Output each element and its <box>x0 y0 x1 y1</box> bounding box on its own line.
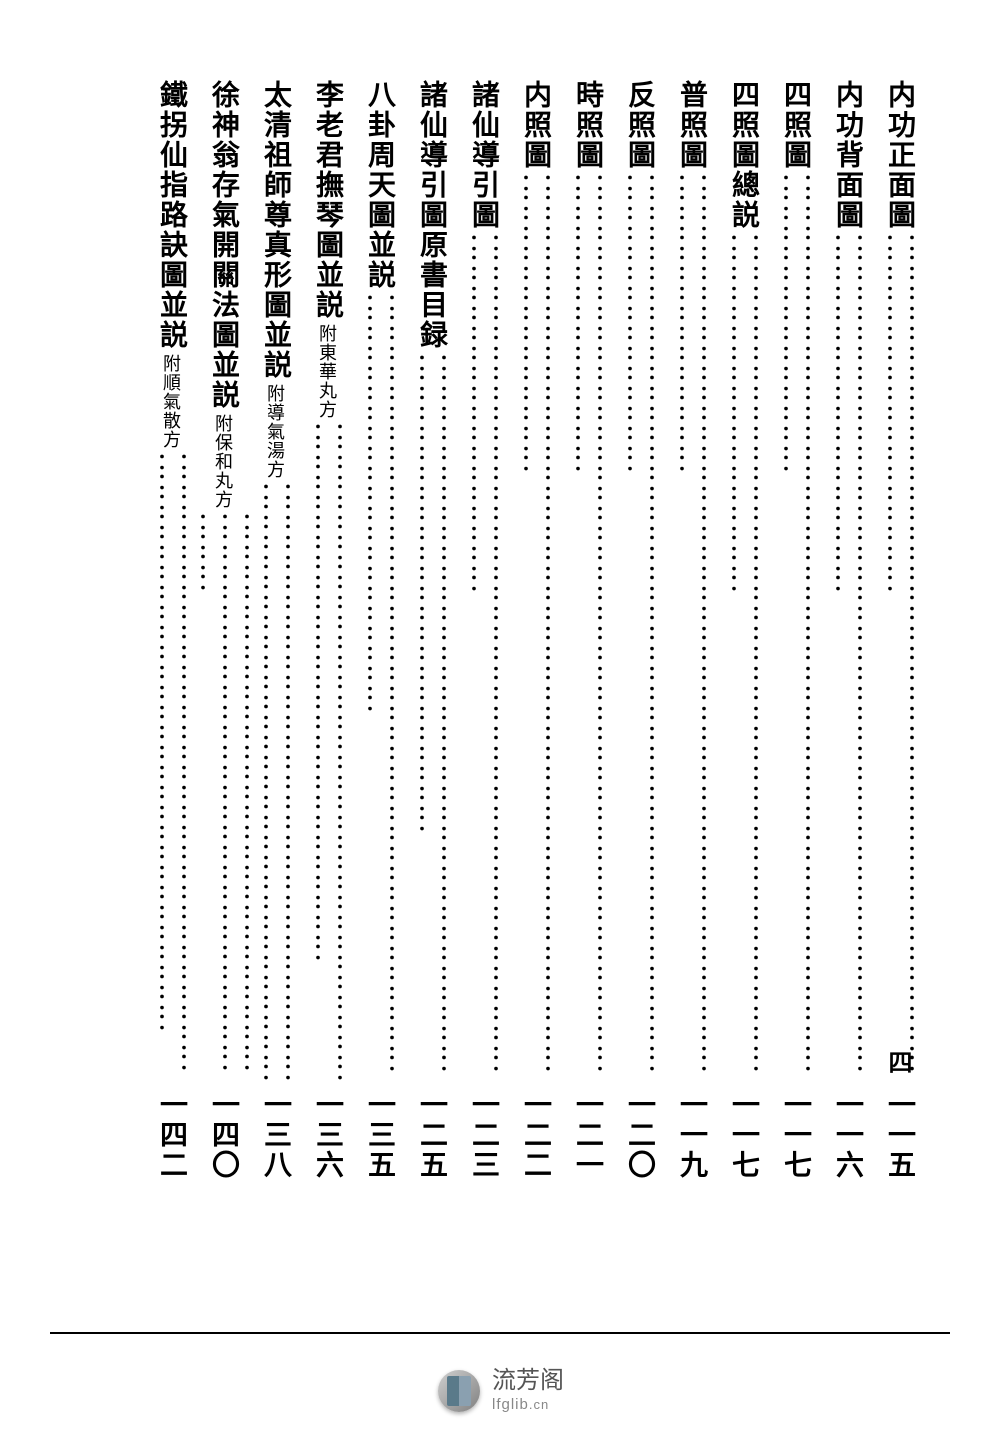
toc-dots: ︰︰︰︰︰︰︰︰︰︰︰︰︰︰︰︰︰︰︰︰︰︰︰︰︰︰︰︰︰︰︰︰︰︰︰︰︰︰︰︰… <box>721 232 765 1088</box>
toc-entry: 内功背面圖︰︰︰︰︰︰︰︰︰︰︰︰︰︰︰︰︰︰︰︰︰︰︰︰︰︰︰︰︰︰︰︰︰︰︰… <box>825 80 869 1180</box>
toc-pagenum: 一一六 <box>833 1090 861 1180</box>
toc-pagenum: 一一九 <box>677 1090 705 1180</box>
toc-pagenum: 一三八 <box>261 1090 289 1180</box>
toc-title: 反照圖 <box>625 80 653 170</box>
toc-dots: ︰︰︰︰︰︰︰︰︰︰︰︰︰︰︰︰︰︰︰︰︰︰︰︰︰︰︰︰︰︰︰︰︰︰︰︰︰︰︰︰… <box>253 481 297 1088</box>
toc-dots: ︰︰︰︰︰︰︰︰︰︰︰︰︰︰︰︰︰︰︰︰︰︰︰︰︰︰︰︰︰︰︰︰︰︰︰︰︰︰︰︰… <box>149 451 193 1088</box>
toc-title: 四照圖總説 <box>729 80 757 230</box>
toc-dots: ︰︰︰︰︰︰︰︰︰︰︰︰︰︰︰︰︰︰︰︰︰︰︰︰︰︰︰︰︰︰︰︰︰︰︰︰︰︰︰︰… <box>305 421 349 1088</box>
site-url-main: lfglib <box>492 1396 529 1413</box>
site-url: lfglib.cn <box>492 1396 564 1414</box>
toc-title: 諸仙導引圖 <box>469 80 497 230</box>
site-url-ext: .cn <box>529 1397 549 1412</box>
toc-title: 普照圖 <box>677 80 705 170</box>
footer-logo: 流芳阁 lfglib.cn <box>438 1367 564 1414</box>
toc-pagenum: 一三六 <box>313 1090 341 1180</box>
toc-dots: ︰︰︰︰︰︰︰︰︰︰︰︰︰︰︰︰︰︰︰︰︰︰︰︰︰︰︰︰︰︰︰︰︰︰︰︰︰︰︰︰… <box>773 172 817 1088</box>
toc-pagenum: 一一七 <box>781 1090 809 1180</box>
toc-entry: 四照圖總説︰︰︰︰︰︰︰︰︰︰︰︰︰︰︰︰︰︰︰︰︰︰︰︰︰︰︰︰︰︰︰︰︰︰︰… <box>721 80 765 1180</box>
toc-dots: ︰︰︰︰︰︰︰︰︰︰︰︰︰︰︰︰︰︰︰︰︰︰︰︰︰︰︰︰︰︰︰︰︰︰︰︰︰︰︰︰… <box>565 172 609 1088</box>
logo-icon <box>438 1370 480 1412</box>
toc-container: 内功正面圖︰︰︰︰︰︰︰︰︰︰︰︰︰︰︰︰︰︰︰︰︰︰︰︰︰︰︰︰︰︰︰︰︰︰︰… <box>145 80 925 1180</box>
toc-entry: 李老君撫琴圖並説附東華丸方 ︰︰︰︰︰︰︰︰︰︰︰︰︰︰︰︰︰︰︰︰︰︰︰︰︰︰︰… <box>305 80 349 1180</box>
toc-appendix: 附保和丸方 <box>214 414 232 509</box>
toc-dots: ︰︰︰︰︰︰︰︰︰︰︰︰︰︰︰︰︰︰︰︰︰︰︰︰︰︰︰︰︰︰︰︰︰︰︰︰︰︰︰︰… <box>461 232 505 1088</box>
toc-dots: ︰︰︰︰︰︰︰︰︰︰︰︰︰︰︰︰︰︰︰︰︰︰︰︰︰︰︰︰︰︰︰︰︰︰︰︰︰︰︰︰… <box>190 511 256 1088</box>
toc-dots: ︰︰︰︰︰︰︰︰︰︰︰︰︰︰︰︰︰︰︰︰︰︰︰︰︰︰︰︰︰︰︰︰︰︰︰︰︰︰︰︰… <box>669 172 713 1088</box>
logo-book-icon <box>447 1376 471 1406</box>
toc-title: 鐵拐仙指路訣圖並説 <box>157 80 185 350</box>
bottom-border <box>50 1332 950 1334</box>
toc-pagenum: 一二二 <box>521 1090 549 1180</box>
toc-title: 内照圖 <box>521 80 549 170</box>
toc-appendix: 附東華丸方 <box>318 324 336 419</box>
toc-entry: 普照圖︰︰︰︰︰︰︰︰︰︰︰︰︰︰︰︰︰︰︰︰︰︰︰︰︰︰︰︰︰︰︰︰︰︰︰︰︰… <box>669 80 713 1180</box>
toc-pagenum: 一二〇 <box>625 1090 653 1180</box>
toc-title: 諸仙導引圖原書目録 <box>417 80 445 350</box>
toc-dots: ︰︰︰︰︰︰︰︰︰︰︰︰︰︰︰︰︰︰︰︰︰︰︰︰︰︰︰︰︰︰︰︰︰︰︰︰︰︰︰︰… <box>409 352 453 1088</box>
toc-entry: 内功正面圖︰︰︰︰︰︰︰︰︰︰︰︰︰︰︰︰︰︰︰︰︰︰︰︰︰︰︰︰︰︰︰︰︰︰︰… <box>877 80 921 1180</box>
toc-entry: 八卦周天圖並説︰︰︰︰︰︰︰︰︰︰︰︰︰︰︰︰︰︰︰︰︰︰︰︰︰︰︰︰︰︰︰︰︰… <box>357 80 401 1180</box>
toc-title: 内功正面圖 <box>885 80 913 230</box>
toc-pagenum: 一二三 <box>469 1090 497 1180</box>
logo-text: 流芳阁 lfglib.cn <box>492 1367 564 1414</box>
toc-dots: ︰︰︰︰︰︰︰︰︰︰︰︰︰︰︰︰︰︰︰︰︰︰︰︰︰︰︰︰︰︰︰︰︰︰︰︰︰︰︰︰… <box>825 232 869 1088</box>
toc-entry: 鐵拐仙指路訣圖並説附順氣散方 ︰︰︰︰︰︰︰︰︰︰︰︰︰︰︰︰︰︰︰︰︰︰︰︰︰︰… <box>149 80 193 1180</box>
toc-title: 徐神翁存氣開關法圖並説 <box>209 80 237 410</box>
toc-dots: ︰︰︰︰︰︰︰︰︰︰︰︰︰︰︰︰︰︰︰︰︰︰︰︰︰︰︰︰︰︰︰︰︰︰︰︰︰︰︰︰… <box>617 172 661 1088</box>
toc-entry: 内照圖︰︰︰︰︰︰︰︰︰︰︰︰︰︰︰︰︰︰︰︰︰︰︰︰︰︰︰︰︰︰︰︰︰︰︰︰︰… <box>513 80 557 1180</box>
site-name-cn: 流芳阁 <box>492 1367 564 1396</box>
toc-title: 李老君撫琴圖並説 <box>313 80 341 320</box>
toc-entry: 反照圖︰︰︰︰︰︰︰︰︰︰︰︰︰︰︰︰︰︰︰︰︰︰︰︰︰︰︰︰︰︰︰︰︰︰︰︰︰… <box>617 80 661 1180</box>
toc-entry: 時照圖︰︰︰︰︰︰︰︰︰︰︰︰︰︰︰︰︰︰︰︰︰︰︰︰︰︰︰︰︰︰︰︰︰︰︰︰︰… <box>565 80 609 1180</box>
toc-entry: 諸仙導引圖︰︰︰︰︰︰︰︰︰︰︰︰︰︰︰︰︰︰︰︰︰︰︰︰︰︰︰︰︰︰︰︰︰︰︰… <box>461 80 505 1180</box>
toc-dots: ︰︰︰︰︰︰︰︰︰︰︰︰︰︰︰︰︰︰︰︰︰︰︰︰︰︰︰︰︰︰︰︰︰︰︰︰︰︰︰︰… <box>877 232 921 1088</box>
toc-title: 内功背面圖 <box>833 80 861 230</box>
toc-pagenum: 一二一 <box>573 1090 601 1180</box>
toc-entry: 四照圖︰︰︰︰︰︰︰︰︰︰︰︰︰︰︰︰︰︰︰︰︰︰︰︰︰︰︰︰︰︰︰︰︰︰︰︰︰… <box>773 80 817 1180</box>
page-content: 内功正面圖︰︰︰︰︰︰︰︰︰︰︰︰︰︰︰︰︰︰︰︰︰︰︰︰︰︰︰︰︰︰︰︰︰︰︰… <box>75 80 925 1260</box>
toc-pagenum: 一三五 <box>365 1090 393 1180</box>
toc-entry: 徐神翁存氣開關法圖並説附保和丸方︰︰︰︰︰︰︰︰︰︰︰︰︰︰︰︰︰︰︰︰︰︰︰︰… <box>201 80 245 1180</box>
toc-appendix: 附導氣湯方 <box>266 384 284 479</box>
toc-dots: ︰︰︰︰︰︰︰︰︰︰︰︰︰︰︰︰︰︰︰︰︰︰︰︰︰︰︰︰︰︰︰︰︰︰︰︰︰︰︰︰… <box>513 172 557 1088</box>
toc-pagenum: 一四二 <box>157 1090 185 1180</box>
toc-entry: 太清祖師尊真形圖並説附導氣湯方 ︰︰︰︰︰︰︰︰︰︰︰︰︰︰︰︰︰︰︰︰︰︰︰︰︰… <box>253 80 297 1180</box>
toc-appendix: 附順氣散方 <box>162 354 180 449</box>
toc-pagenum: 一一五 <box>885 1090 913 1180</box>
toc-pagenum: 一一七 <box>729 1090 757 1180</box>
page-number: 四 <box>880 1050 915 1074</box>
toc-title: 太清祖師尊真形圖並説 <box>261 80 289 380</box>
toc-pagenum: 一四〇 <box>209 1090 237 1180</box>
toc-title: 時照圖 <box>573 80 601 170</box>
toc-pagenum: 一二五 <box>417 1090 445 1180</box>
toc-dots: ︰︰︰︰︰︰︰︰︰︰︰︰︰︰︰︰︰︰︰︰︰︰︰︰︰︰︰︰︰︰︰︰︰︰︰︰︰︰︰︰… <box>357 292 401 1088</box>
toc-entry: 諸仙導引圖原書目録︰︰︰︰︰︰︰︰︰︰︰︰︰︰︰︰︰︰︰︰︰︰︰︰︰︰︰︰︰︰︰… <box>409 80 453 1180</box>
toc-title: 四照圖 <box>781 80 809 170</box>
toc-title: 八卦周天圖並説 <box>365 80 393 290</box>
